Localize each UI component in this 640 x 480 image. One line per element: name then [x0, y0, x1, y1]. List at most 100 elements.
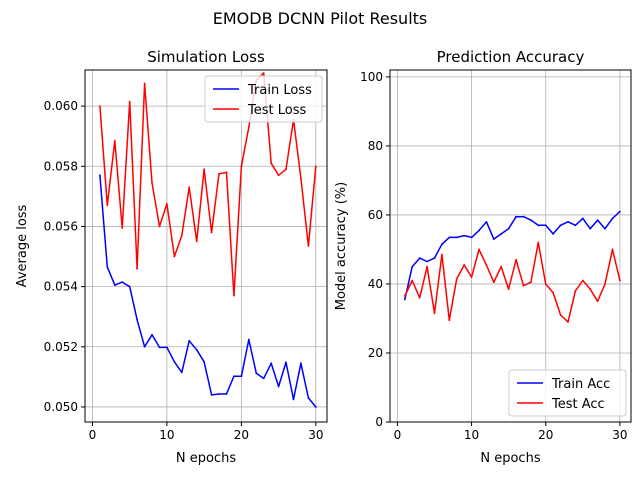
y-axis-label: Model accuracy (%)	[334, 182, 349, 310]
data-point	[515, 215, 517, 218]
data-point	[158, 346, 161, 349]
data-point	[604, 227, 606, 230]
legend-box	[508, 369, 627, 417]
data-point	[136, 318, 139, 321]
y-tick-label: 80	[368, 139, 383, 153]
data-point	[463, 234, 466, 237]
data-point	[492, 281, 495, 284]
data-point	[433, 257, 436, 259]
data-point	[262, 72, 265, 74]
data-point	[173, 360, 176, 363]
chart-title: Simulation Loss	[147, 48, 265, 66]
data-point	[604, 283, 606, 285]
data-point	[544, 283, 547, 285]
data-point	[478, 229, 480, 232]
y-tick-label: 0.054	[44, 280, 78, 294]
data-point	[441, 243, 443, 246]
data-point	[618, 279, 621, 282]
data-point	[233, 375, 235, 378]
data-point	[121, 227, 124, 229]
x-axis-label: N epochs	[480, 451, 540, 466]
y-tick-label: 0.058	[44, 159, 78, 173]
data-point	[611, 248, 614, 251]
data-point	[529, 219, 532, 222]
legend-box	[204, 75, 323, 123]
data-point	[559, 314, 562, 316]
y-tick-label: 0.052	[44, 340, 78, 354]
data-point	[113, 139, 116, 142]
chart-title: Prediction Accuracy	[437, 48, 585, 66]
data-point	[128, 285, 131, 288]
data-point	[552, 233, 555, 235]
data-point	[411, 265, 414, 268]
data-point	[463, 264, 466, 266]
x-tick-label: 30	[308, 428, 323, 442]
data-point	[470, 236, 473, 239]
data-point	[262, 377, 265, 380]
legend-label: Train Acc	[551, 377, 610, 392]
y-axis-label: Average loss	[15, 204, 30, 287]
y-tick-label: 0	[375, 415, 383, 429]
x-tick-label: 10	[464, 428, 479, 442]
y-tick-label: 0.060	[44, 99, 78, 113]
data-point	[307, 397, 310, 399]
data-point	[581, 279, 584, 282]
y-tick-label: 20	[368, 346, 383, 360]
data-point	[210, 394, 213, 396]
data-point	[121, 281, 124, 284]
data-point	[247, 338, 250, 341]
data-point	[426, 265, 428, 268]
data-point	[403, 295, 406, 297]
series-line-test-acc	[404, 241, 621, 323]
series-line-test-loss	[99, 72, 317, 297]
data-point	[225, 171, 228, 174]
data-point	[173, 255, 176, 258]
data-point	[492, 238, 495, 240]
data-point	[515, 258, 517, 261]
data-point	[455, 277, 458, 280]
data-point	[188, 339, 191, 342]
data-point	[522, 284, 525, 287]
accuracy-chart-panel: 0 10 20 30 0 20 40 60 80 100 Prediction Accuracy N …	[334, 48, 632, 466]
data-point	[247, 126, 250, 129]
data-point	[106, 204, 109, 207]
data-point	[441, 253, 443, 256]
y-tick-label: 100	[360, 70, 383, 84]
data-point	[448, 236, 451, 239]
data-point	[151, 333, 153, 336]
data-point	[307, 245, 310, 247]
data-point	[522, 215, 525, 218]
x-tick-label: 0	[89, 428, 97, 442]
data-point	[418, 296, 421, 299]
data-point	[277, 385, 280, 388]
figure-suptitle: EMODB DCNN Pilot Results	[213, 9, 428, 28]
data-point	[98, 105, 101, 108]
legend: Train Loss Test Loss	[204, 75, 323, 123]
y-tick-label: 60	[368, 208, 383, 222]
data-point	[180, 371, 183, 374]
data-point	[270, 362, 273, 365]
data-point	[485, 220, 488, 223]
data-point	[611, 217, 614, 220]
data-point	[136, 267, 139, 270]
data-point	[537, 241, 540, 244]
data-point	[485, 264, 488, 266]
data-point	[151, 181, 153, 184]
legend-label: Train Loss	[247, 83, 312, 98]
data-point	[113, 284, 116, 287]
data-point	[240, 165, 243, 168]
data-point	[574, 224, 577, 227]
data-point	[128, 100, 131, 103]
data-point	[270, 162, 273, 165]
x-tick-label: 20	[234, 428, 249, 442]
data-point	[567, 220, 569, 223]
legend-label: Test Loss	[247, 103, 306, 118]
data-point	[240, 375, 243, 378]
data-point	[589, 288, 592, 291]
y-tick-label: 40	[368, 277, 383, 291]
data-point	[143, 82, 146, 85]
data-point	[574, 289, 577, 292]
data-point	[589, 227, 592, 230]
data-point	[433, 312, 436, 315]
data-point	[478, 248, 480, 251]
